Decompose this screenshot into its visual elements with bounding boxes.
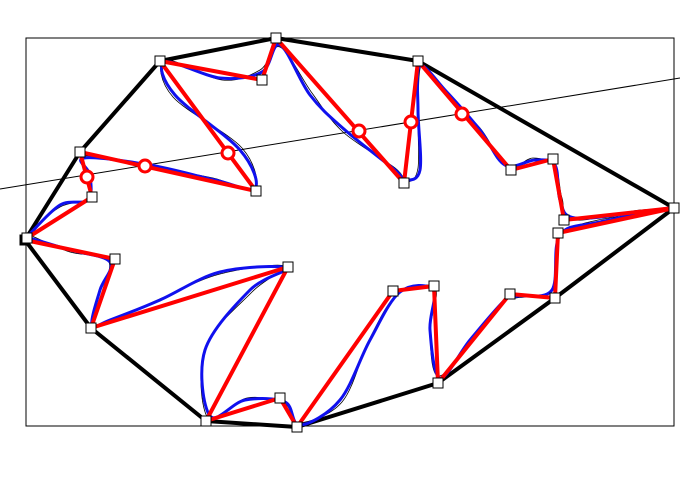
vertex-marker [428,280,440,292]
vertex-marker [291,421,303,433]
vertex-marker [432,377,444,389]
secant-line [0,77,680,190]
vertex-marker [668,202,680,214]
vertex-marker [547,153,559,165]
vertex-marker [504,288,516,300]
convex-hull [23,36,676,429]
vertex-marker [274,392,286,404]
vertex-marker [387,285,399,297]
vertex-marker [398,177,410,189]
intersection-marker [79,169,95,185]
vertex-markers [19,32,680,433]
vertex-marker [282,261,294,273]
vertex-marker [74,146,86,158]
vertex-marker [200,415,212,427]
vertex-marker [270,32,282,44]
vertex-marker [250,185,262,197]
vertex-marker [85,322,97,334]
vertex-marker [549,292,561,304]
frame-border [25,37,675,427]
vertex-marker [558,214,570,226]
intersection-marker [137,158,153,174]
red-polygon-outline [23,36,676,429]
intersection-marker [403,114,419,130]
convex-hull-outline [23,36,676,429]
vertex-marker [256,74,268,86]
vertex-marker [505,164,517,176]
vertex-marker [21,232,33,244]
vertex-marker [552,227,564,239]
intersection-marker [454,106,470,122]
vertex-marker [154,55,166,67]
red-polygon [23,36,676,429]
intersection-marker [351,123,367,139]
vertex-marker [86,191,98,203]
intersection-markers [79,106,470,185]
vertex-marker [109,253,121,265]
intersection-marker [220,145,236,161]
vertex-marker [412,55,424,67]
